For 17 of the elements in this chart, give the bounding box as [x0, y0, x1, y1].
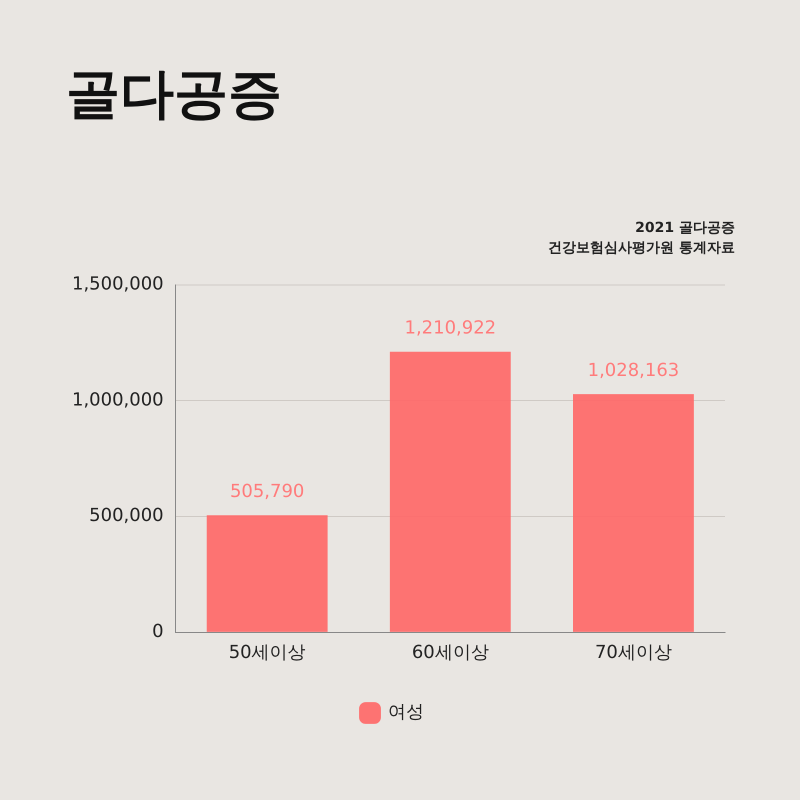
bar	[206, 515, 328, 632]
y-tick-label: 1,500,000	[72, 273, 164, 294]
x-tick-label: 60세이상	[412, 642, 489, 663]
bar	[390, 352, 511, 632]
bar	[573, 394, 694, 632]
x-tick-label: 70세이상	[594, 642, 672, 663]
data-label: 1,028,163	[588, 360, 680, 381]
data-label: 1,210,922	[404, 317, 496, 338]
legend-label: 여성	[388, 702, 424, 723]
x-tick-label: 50세이상	[228, 642, 306, 663]
y-tick-label: 0	[152, 621, 164, 642]
y-tick-label: 1,000,000	[72, 389, 164, 410]
chart-title: 골다공증	[66, 61, 282, 127]
y-tick-label: 500,000	[89, 505, 164, 526]
text: 건강보험심사평가원 통계자료	[548, 239, 735, 258]
data-label: 505,790	[230, 480, 304, 502]
text: 2021 골다공증	[634, 219, 735, 238]
